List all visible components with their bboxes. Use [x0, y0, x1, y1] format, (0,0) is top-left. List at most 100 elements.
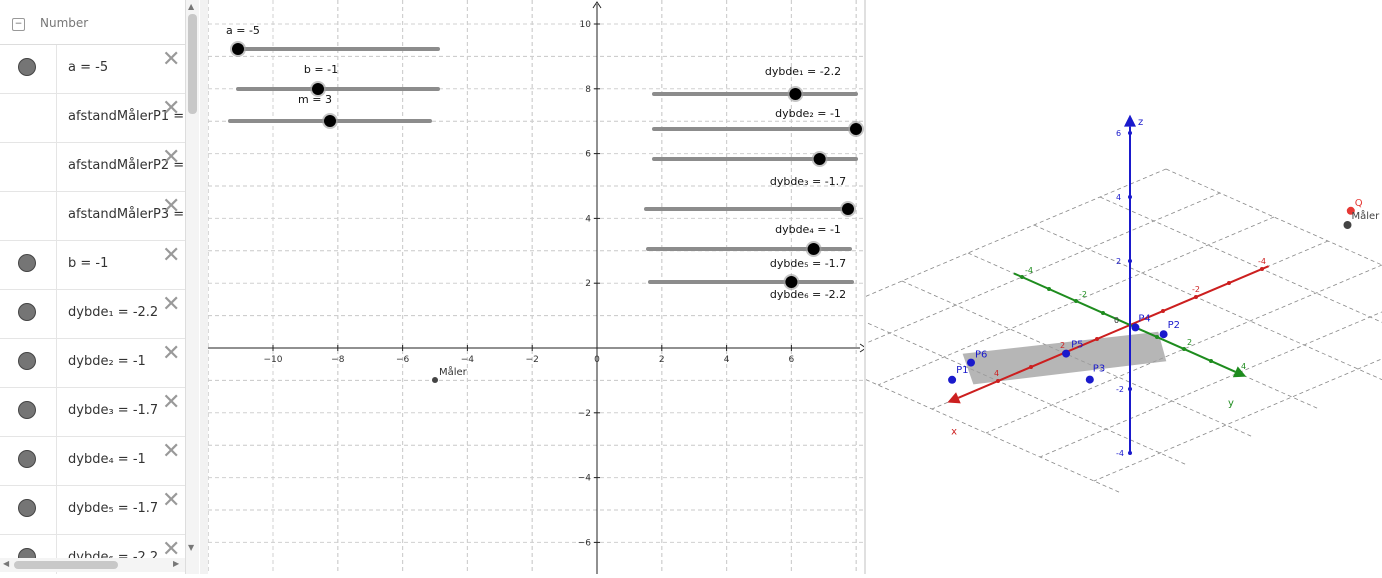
visibility-marble-icon[interactable]	[18, 401, 36, 419]
graphics-view[interactable]: −10 −8 −6 −4 −2 0 2 4 6 10 8 6 4 2 −2 −4 −6 Måler a = -5 b …	[207, 0, 867, 574]
algebra-expression[interactable]: a = -5	[68, 60, 109, 75]
delete-icon[interactable]: ✕	[162, 341, 181, 366]
x-tick-label: −6	[396, 355, 410, 365]
delete-icon[interactable]: ✕	[162, 194, 181, 219]
delete-icon[interactable]: ✕	[162, 243, 181, 268]
slider-handle[interactable]	[850, 123, 862, 135]
slider-handle[interactable]	[842, 203, 854, 215]
slider-handle[interactable]	[312, 83, 324, 95]
scroll-up-arrow-icon[interactable]: ▲	[188, 2, 195, 11]
3d-point[interactable]	[1159, 330, 1168, 339]
scroll-left-arrow-icon[interactable]: ◀	[3, 559, 10, 568]
slider-handle[interactable]	[813, 153, 826, 165]
marble-cell	[0, 388, 57, 436]
algebra-row[interactable]: dybde₄ = -1 ✕	[0, 437, 185, 486]
scroll-right-arrow-icon[interactable]: ▶	[173, 559, 180, 568]
z-tick-label-3d: 2	[1116, 257, 1121, 266]
graphics-canvas[interactable]: −10 −8 −6 −4 −2 0 2 4 6 10 8 6 4 2 −2 −4 −6 Måler a = -5 b …	[207, 0, 867, 574]
algebra-row[interactable]: a = -5 ✕	[0, 45, 185, 94]
y-tick-dot	[1020, 275, 1024, 279]
view-divider-3d[interactable]	[864, 0, 866, 574]
visibility-marble-icon[interactable]	[18, 352, 36, 370]
z-tick-dot	[1128, 259, 1132, 263]
delete-icon[interactable]: ✕	[162, 47, 181, 72]
algebra-expression[interactable]: dybde₃ = -1.7	[68, 403, 159, 418]
maler-point[interactable]	[432, 377, 438, 383]
y-axis-arrow-icon	[592, 1, 602, 9]
marble-cell	[0, 339, 57, 387]
3d-point[interactable]	[948, 375, 957, 384]
marble-cell	[0, 94, 57, 142]
delete-icon[interactable]: ✕	[162, 488, 181, 513]
algebra-expression[interactable]: dybde₁ = -2.2	[68, 305, 159, 320]
algebra-row[interactable]: dybde₂ = -1 ✕	[0, 339, 185, 388]
algebra-expression[interactable]: afstandMålerP3 = 5	[68, 207, 186, 222]
z-tick-label-3d: -4	[1116, 449, 1124, 458]
visibility-marble-icon[interactable]	[18, 303, 36, 321]
3d-point[interactable]	[967, 358, 975, 367]
slider-label: dybde₅ = -1.7	[770, 257, 846, 270]
visibility-marble-icon[interactable]	[18, 254, 36, 272]
algebra-row[interactable]: b = -1 ✕	[0, 241, 185, 290]
algebra-row[interactable]: dybde₅ = -1.7 ✕	[0, 486, 185, 535]
z-tick-dot	[1128, 451, 1132, 455]
slider-label: dybde₃ = -1.7	[770, 175, 846, 188]
x-tick-dot	[996, 379, 1000, 383]
slider-handle[interactable]	[324, 115, 336, 127]
y-tick-label: −2	[578, 409, 591, 419]
y-tick-label: −4	[578, 474, 592, 484]
algebra-row[interactable]: dybde₃ = -1.7 ✕	[0, 388, 185, 437]
view-divider[interactable]	[200, 0, 208, 574]
3d-point[interactable]	[1343, 221, 1352, 229]
algebra-header-label: Number	[40, 16, 89, 30]
algebra-expression[interactable]: dybde₅ = -1.7	[68, 501, 159, 516]
visibility-marble-icon[interactable]	[18, 58, 36, 76]
x-tick-label: 0	[594, 355, 600, 365]
delete-icon[interactable]: ✕	[162, 292, 181, 317]
3d-point[interactable]	[1131, 323, 1140, 332]
marble-cell	[0, 290, 57, 338]
algebra-row[interactable]: dybde₁ = -2.2 ✕	[0, 290, 185, 339]
algebra-row[interactable]: afstandMålerP1 = 7 ✕	[0, 94, 185, 143]
algebra-expression[interactable]: b = -1	[68, 256, 109, 271]
y-axis-label: y	[1228, 398, 1234, 409]
algebra-row[interactable]: afstandMålerP2 = 4 ✕	[0, 143, 185, 192]
3d-graphics-view[interactable]: -4 -2 2 4 -4 -2 2 4 6 4 2 -2 -4 0 x y z Q Måler P1 P2 P3 P4 P5 P…	[769, 0, 1382, 574]
slider-handle[interactable]	[232, 43, 244, 55]
3d-grid-line	[835, 308, 1188, 466]
3d-point-label: P4	[1138, 313, 1150, 324]
3d-point[interactable]	[1346, 206, 1355, 215]
algebra-expression[interactable]: dybde₄ = -1	[68, 452, 146, 467]
3d-point[interactable]	[1062, 349, 1071, 358]
delete-icon[interactable]: ✕	[162, 439, 181, 464]
horizontal-scrollbar-thumb[interactable]	[14, 561, 118, 569]
slider-handle[interactable]	[785, 276, 798, 288]
3d-grid-line	[1039, 311, 1382, 458]
delete-icon[interactable]: ✕	[162, 537, 181, 562]
collapse-toggle[interactable]: −	[12, 18, 25, 31]
depth-surface	[962, 331, 1167, 385]
scrollbar-thumb[interactable]	[188, 14, 197, 114]
x-tick-label: 2	[659, 355, 665, 365]
3d-point-label: Måler	[1352, 209, 1381, 222]
algebra-horizontal-scrollbar[interactable]: ◀ ▶	[0, 558, 185, 572]
delete-icon[interactable]: ✕	[162, 390, 181, 415]
scroll-down-arrow-icon[interactable]: ▼	[188, 543, 195, 552]
x-axis-3d	[958, 265, 1269, 399]
algebra-expression[interactable]: afstandMålerP2 = 4	[68, 158, 186, 173]
3d-point[interactable]	[1085, 375, 1094, 384]
delete-icon[interactable]: ✕	[162, 145, 181, 170]
marble-cell	[0, 192, 57, 240]
algebra-row[interactable]: afstandMålerP3 = 5 ✕	[0, 192, 185, 241]
algebra-expression[interactable]: dybde₂ = -1	[68, 354, 146, 369]
slider-handle[interactable]	[789, 88, 802, 100]
visibility-marble-icon[interactable]	[18, 499, 36, 517]
algebra-vertical-scrollbar[interactable]: ▲ ▼	[186, 0, 199, 574]
algebra-expression[interactable]: afstandMålerP1 = 7	[68, 109, 186, 124]
3d-point-label: P6	[975, 350, 987, 361]
slider-handle[interactable]	[807, 243, 820, 255]
y-tick-dot	[1236, 371, 1240, 375]
visibility-marble-icon[interactable]	[18, 450, 36, 468]
delete-icon[interactable]: ✕	[162, 96, 181, 121]
